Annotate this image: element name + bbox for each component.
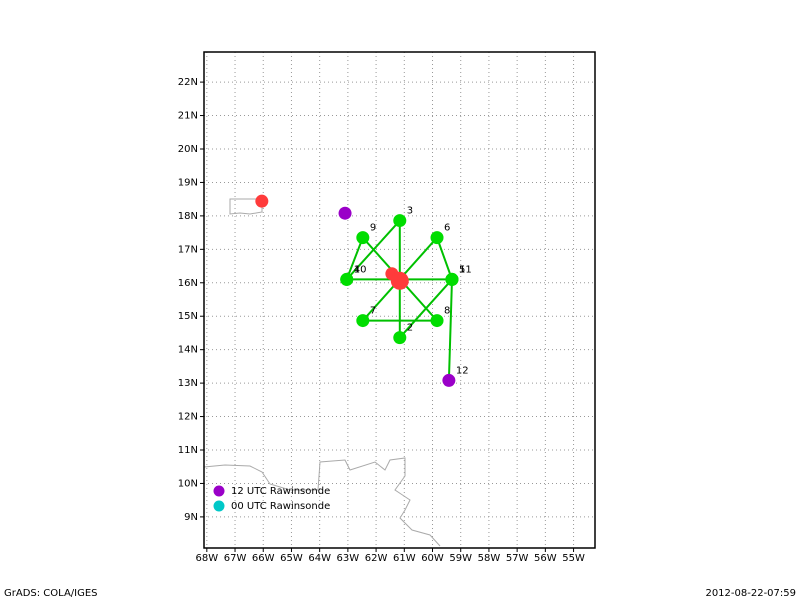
dropsonde [393, 214, 407, 228]
drop-label: 11 [459, 264, 472, 275]
x-tick-label: 65W [280, 553, 303, 564]
y-tick-label: 16N [178, 278, 198, 289]
footer-left: GrADS: COLA/IGES [4, 588, 98, 599]
dropsonde [393, 331, 407, 345]
drop-label: 2 [407, 323, 413, 334]
y-tick-label: 17N [178, 244, 198, 255]
legend-marker [213, 500, 225, 512]
x-tick-label: 67W [224, 553, 247, 564]
legend-label: 12 UTC Rawinsonde [231, 486, 330, 497]
drop-label: 8 [444, 306, 450, 317]
y-tick-label: 10N [178, 478, 198, 489]
dropsonde [356, 314, 370, 328]
rawinsonde [338, 206, 352, 220]
drop-label: 1 [459, 264, 465, 275]
dropsonde [430, 231, 444, 245]
map-frame [203, 51, 596, 549]
y-tick-label: 12N [178, 412, 198, 423]
legend: 12 UTC Rawinsonde 00 UTC Rawinsonde [213, 485, 330, 512]
legend-marker [213, 485, 225, 497]
drop-label: 10 [354, 264, 367, 275]
dropsonde [445, 272, 459, 286]
drop-label: 5 [459, 264, 465, 275]
drop-label: 9 [370, 223, 376, 234]
x-tick-label: 56W [534, 553, 557, 564]
drop-label: 7 [370, 306, 376, 317]
x-tick-label: 59W [449, 553, 472, 564]
dropsonde [356, 231, 370, 245]
marks [255, 194, 459, 387]
x-tick-label: 68W [196, 553, 219, 564]
y-tick-label: 15N [178, 311, 198, 322]
y-tick-label: 22N [178, 77, 198, 88]
y-tick-label: 11N [178, 445, 198, 456]
coastline [203, 457, 441, 547]
x-tick-label: 63W [337, 553, 360, 564]
y-tick-label: 18N [178, 211, 198, 222]
x-tick-label: 55W [562, 553, 585, 564]
drop-label: 6 [444, 223, 450, 234]
footer-right: 2012-08-22-07:59 [705, 588, 796, 599]
drop-label: 4 [354, 264, 360, 275]
x-tick-label: 58W [478, 553, 501, 564]
storm-position [255, 194, 269, 208]
y-tick-label: 9N [184, 512, 198, 523]
x-tick-label: 66W [252, 553, 275, 564]
dropsonde [442, 373, 456, 387]
x-tick-label: 61W [393, 553, 416, 564]
x-tick-label: 64W [308, 553, 331, 564]
y-tick-label: 21N [178, 111, 198, 122]
y-tick-label: 19N [178, 177, 198, 188]
legend-label: 00 UTC Rawinsonde [231, 501, 330, 512]
x-tick-label: 57W [506, 553, 529, 564]
dropsonde [340, 272, 354, 286]
y-tick-label: 20N [178, 144, 198, 155]
drop-label: 12 [456, 365, 469, 376]
y-tick-label: 14N [178, 345, 198, 356]
x-tick-label: 60W [421, 553, 444, 564]
y-tick-label: 13N [178, 378, 198, 389]
drop-label: 3 [407, 206, 413, 217]
dropsonde [430, 314, 444, 328]
storm-position [390, 271, 409, 290]
x-tick-label: 62W [365, 553, 388, 564]
